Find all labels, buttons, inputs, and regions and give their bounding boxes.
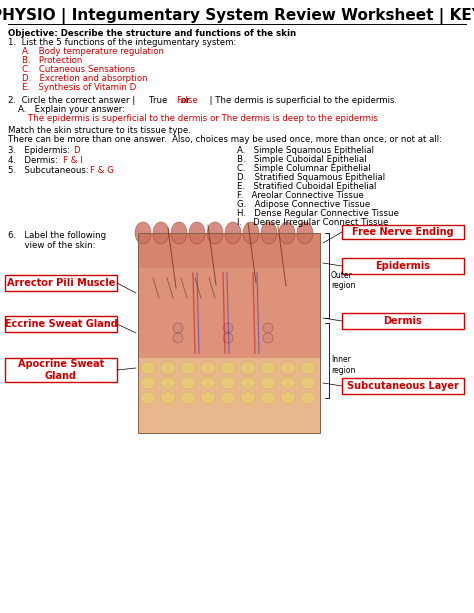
Ellipse shape bbox=[279, 222, 295, 244]
Bar bbox=[138, 233, 320, 433]
Text: C.   Cutaneous Sensations: C. Cutaneous Sensations bbox=[22, 65, 135, 74]
FancyBboxPatch shape bbox=[342, 313, 464, 329]
Text: D.   Stratified Squamous Epithelial: D. Stratified Squamous Epithelial bbox=[237, 173, 385, 182]
FancyBboxPatch shape bbox=[5, 358, 117, 382]
Circle shape bbox=[263, 333, 273, 343]
Text: False: False bbox=[176, 96, 198, 105]
Ellipse shape bbox=[261, 392, 275, 404]
Text: Free Nerve Ending: Free Nerve Ending bbox=[352, 227, 454, 237]
Circle shape bbox=[173, 323, 183, 333]
Ellipse shape bbox=[243, 222, 259, 244]
Ellipse shape bbox=[161, 362, 175, 374]
Text: I.    Dense Irregular Connect Tissue: I. Dense Irregular Connect Tissue bbox=[237, 218, 388, 227]
FancyBboxPatch shape bbox=[342, 258, 464, 274]
Ellipse shape bbox=[189, 222, 205, 244]
Text: D: D bbox=[73, 146, 80, 155]
Text: | The dermis is superficial to the epidermis.: | The dermis is superficial to the epide… bbox=[204, 96, 397, 105]
Ellipse shape bbox=[201, 392, 216, 404]
Text: E.   Stratified Cuboidal Epithelial: E. Stratified Cuboidal Epithelial bbox=[237, 182, 376, 191]
Ellipse shape bbox=[297, 222, 313, 244]
Text: 6.   Label the following
      view of the skin:: 6. Label the following view of the skin: bbox=[8, 231, 106, 250]
Bar bbox=[138, 233, 320, 433]
FancyBboxPatch shape bbox=[5, 275, 117, 291]
Bar bbox=[138, 268, 320, 358]
Ellipse shape bbox=[240, 377, 255, 389]
Text: Eccrine Sweat Gland: Eccrine Sweat Gland bbox=[5, 319, 118, 329]
Ellipse shape bbox=[261, 362, 275, 374]
Ellipse shape bbox=[281, 392, 295, 404]
Text: F & I: F & I bbox=[63, 156, 82, 165]
Text: A.   Explain your answer:: A. Explain your answer: bbox=[18, 105, 125, 114]
Text: Apocrine Sweat
Gland: Apocrine Sweat Gland bbox=[18, 359, 104, 381]
Text: 1.  List the 5 functions of the integumentary system:: 1. List the 5 functions of the integumen… bbox=[8, 38, 237, 47]
Ellipse shape bbox=[181, 392, 195, 404]
Text: Dermis: Dermis bbox=[383, 316, 422, 326]
Text: Epidermis: Epidermis bbox=[375, 261, 430, 271]
Text: 5.   Subcutaneous:: 5. Subcutaneous: bbox=[8, 166, 91, 175]
Text: Arrector Pili Muscle: Arrector Pili Muscle bbox=[7, 278, 115, 288]
Text: G.   Adipose Connective Tissue: G. Adipose Connective Tissue bbox=[237, 200, 370, 209]
Ellipse shape bbox=[261, 222, 277, 244]
FancyBboxPatch shape bbox=[5, 316, 117, 332]
Circle shape bbox=[263, 323, 273, 333]
Circle shape bbox=[173, 333, 183, 343]
Ellipse shape bbox=[261, 377, 275, 389]
Ellipse shape bbox=[181, 362, 195, 374]
Ellipse shape bbox=[201, 377, 216, 389]
Ellipse shape bbox=[220, 362, 236, 374]
Ellipse shape bbox=[207, 222, 223, 244]
FancyBboxPatch shape bbox=[342, 378, 464, 394]
Text: Match the skin structure to its tissue type.: Match the skin structure to its tissue t… bbox=[8, 126, 191, 135]
Text: Subcutaneous Layer: Subcutaneous Layer bbox=[347, 381, 459, 391]
Ellipse shape bbox=[140, 377, 155, 389]
Ellipse shape bbox=[140, 392, 155, 404]
Text: Inner
region: Inner region bbox=[331, 356, 356, 375]
Ellipse shape bbox=[281, 362, 295, 374]
Ellipse shape bbox=[240, 392, 255, 404]
Ellipse shape bbox=[135, 222, 151, 244]
Circle shape bbox=[223, 323, 233, 333]
Text: B.   Simple Cuboidal Epithelial: B. Simple Cuboidal Epithelial bbox=[237, 155, 366, 164]
Text: PHYSIO | Integumentary System Review Worksheet | KEY: PHYSIO | Integumentary System Review Wor… bbox=[0, 8, 474, 24]
Text: 4.   Dermis:: 4. Dermis: bbox=[8, 156, 61, 165]
Ellipse shape bbox=[153, 222, 169, 244]
Bar bbox=[138, 233, 320, 268]
Text: D.   Excretion and absorption: D. Excretion and absorption bbox=[22, 74, 147, 83]
Ellipse shape bbox=[220, 392, 236, 404]
Text: C.   Simple Columnar Epithelial: C. Simple Columnar Epithelial bbox=[237, 164, 371, 173]
Ellipse shape bbox=[281, 377, 295, 389]
Text: There can be more than one answer.  Also, choices may be used once, more than on: There can be more than one answer. Also,… bbox=[8, 135, 442, 144]
Text: A.   Simple Squamous Epithelial: A. Simple Squamous Epithelial bbox=[237, 146, 374, 155]
Ellipse shape bbox=[240, 362, 255, 374]
Text: 3.   Epidermis:: 3. Epidermis: bbox=[8, 146, 73, 155]
Ellipse shape bbox=[220, 377, 236, 389]
Ellipse shape bbox=[201, 362, 216, 374]
Bar bbox=[138, 358, 320, 433]
Text: A.   Body temperature regulation: A. Body temperature regulation bbox=[22, 47, 164, 56]
Ellipse shape bbox=[225, 222, 241, 244]
Text: B.   Protection: B. Protection bbox=[22, 56, 82, 65]
Ellipse shape bbox=[161, 392, 175, 404]
Ellipse shape bbox=[301, 377, 316, 389]
Text: F & G: F & G bbox=[90, 166, 114, 175]
Text: E.   Synthesis of Vitamin D: E. Synthesis of Vitamin D bbox=[22, 83, 136, 92]
Text: Outer
region: Outer region bbox=[331, 270, 356, 290]
Ellipse shape bbox=[161, 377, 175, 389]
Circle shape bbox=[223, 333, 233, 343]
Text: The epidermis is superficial to the dermis or The dermis is deep to the epidermi: The epidermis is superficial to the derm… bbox=[28, 114, 378, 123]
Ellipse shape bbox=[181, 377, 195, 389]
Text: H.   Dense Regular Connective Tissue: H. Dense Regular Connective Tissue bbox=[237, 209, 399, 218]
Ellipse shape bbox=[171, 222, 187, 244]
Ellipse shape bbox=[301, 362, 316, 374]
Text: F.   Areolar Connective Tissue: F. Areolar Connective Tissue bbox=[237, 191, 364, 200]
Ellipse shape bbox=[301, 392, 316, 404]
Text: 2.  Circle the correct answer |     True     or: 2. Circle the correct answer | True or bbox=[8, 96, 198, 105]
Text: Objective: Describe the structure and functions of the skin: Objective: Describe the structure and fu… bbox=[8, 29, 296, 38]
Ellipse shape bbox=[140, 362, 155, 374]
FancyBboxPatch shape bbox=[342, 225, 464, 239]
